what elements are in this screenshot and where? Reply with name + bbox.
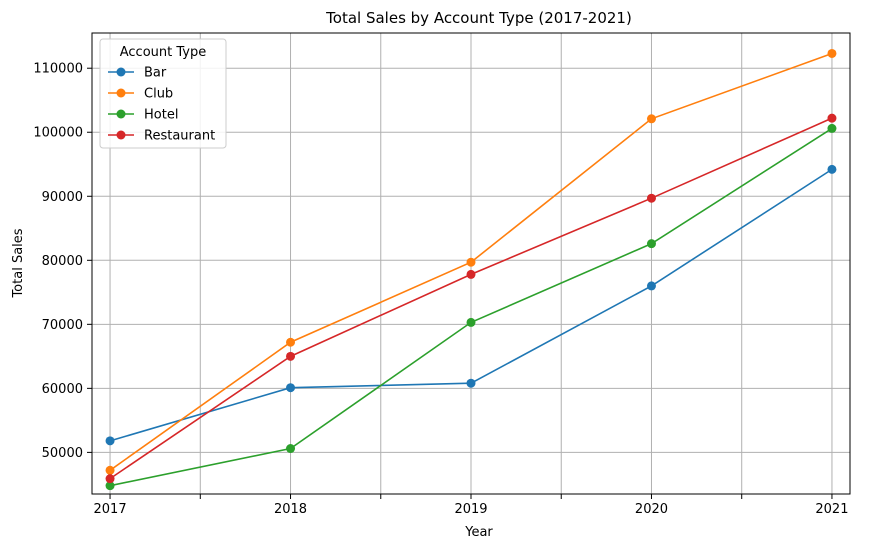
legend-items: Bar Club Hotel Restaurant bbox=[108, 66, 215, 144]
x-tick-label: 2018 bbox=[274, 502, 307, 517]
x-tick-label: 2017 bbox=[94, 502, 127, 517]
data-point-club bbox=[827, 48, 837, 58]
data-point-bar bbox=[827, 164, 837, 174]
data-point-club bbox=[466, 257, 476, 267]
legend-box bbox=[99, 38, 227, 149]
legend-marker-hotel bbox=[116, 109, 126, 119]
legend-marker-bar bbox=[116, 67, 126, 77]
x-tick-label: 2021 bbox=[815, 502, 848, 517]
axis-layer: 2017 2018 2019 2020 2021 50000 60000 70000 80000… bbox=[33, 62, 848, 517]
y-tick-label: 70000 bbox=[42, 318, 83, 333]
data-point-bar bbox=[646, 281, 656, 291]
data-point-hotel bbox=[105, 481, 115, 491]
y-tick-label: 110000 bbox=[33, 62, 83, 77]
series-layer bbox=[105, 48, 837, 491]
data-point-club bbox=[105, 465, 115, 475]
y-tick-label: 60000 bbox=[42, 382, 83, 397]
legend-label-restaurant: Restaurant bbox=[144, 129, 215, 144]
data-point-bar bbox=[466, 378, 476, 388]
legend: Account Type Bar Club Hotel Restaurant bbox=[99, 38, 227, 149]
y-tick-label: 80000 bbox=[42, 254, 83, 269]
data-point-restaurant bbox=[286, 351, 296, 361]
legend-marker-restaurant bbox=[116, 130, 126, 140]
grid-layer bbox=[92, 33, 850, 494]
y-axis-label: Total Sales bbox=[11, 228, 26, 298]
y-tick-label: 90000 bbox=[42, 190, 83, 205]
chart-title: Total Sales by Account Type (2017-2021) bbox=[325, 9, 632, 27]
data-point-club bbox=[286, 337, 296, 347]
data-point-restaurant bbox=[646, 193, 656, 203]
x-tick-label: 2019 bbox=[454, 502, 487, 517]
data-point-hotel bbox=[466, 317, 476, 327]
legend-label-bar: Bar bbox=[144, 66, 167, 81]
plot-frame bbox=[91, 32, 851, 495]
legend-label-club: Club bbox=[144, 87, 173, 102]
data-point-hotel bbox=[286, 444, 296, 454]
data-point-hotel bbox=[827, 123, 837, 133]
x-axis-label: Year bbox=[464, 525, 493, 540]
data-point-hotel bbox=[646, 239, 656, 249]
data-point-bar bbox=[286, 383, 296, 393]
data-point-bar bbox=[105, 436, 115, 446]
data-point-restaurant bbox=[827, 113, 837, 123]
legend-label-hotel: Hotel bbox=[144, 108, 178, 123]
x-tick-label: 2020 bbox=[635, 502, 668, 517]
y-tick-label: 100000 bbox=[33, 126, 83, 141]
data-point-club bbox=[646, 114, 656, 124]
data-point-restaurant bbox=[105, 474, 115, 484]
y-tick-label: 50000 bbox=[42, 446, 83, 461]
data-point-restaurant bbox=[466, 269, 476, 279]
legend-title: Account Type bbox=[120, 45, 206, 60]
legend-marker-club bbox=[116, 88, 126, 98]
